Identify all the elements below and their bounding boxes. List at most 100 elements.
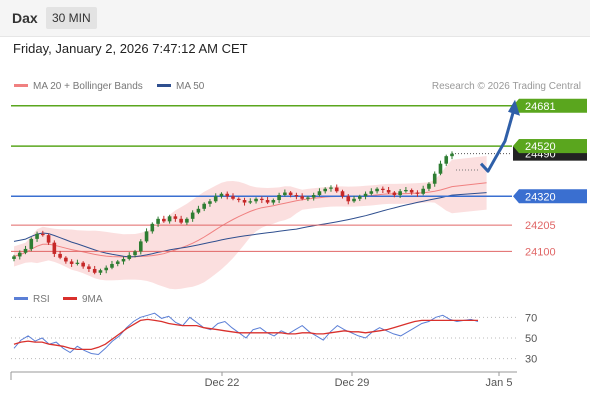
credit-label: Research © 2026 Trading Central [431,81,581,92]
candle-body [277,195,281,201]
candle-body [334,187,339,192]
candle-body [41,233,45,236]
candle-body [81,262,85,267]
level-tag-resistance-1-top [513,139,587,154]
candle-body [432,173,437,184]
candle-body [150,223,155,232]
candle-body [444,156,449,164]
legend-rsi-ma: 9MA [63,294,103,305]
candle-body [260,198,264,201]
candle-body [104,267,109,271]
time-tick-label: Jan 5 [486,377,513,389]
candle-body [17,252,22,257]
candle-body [306,197,310,199]
rsi-ma-line [13,318,478,351]
symbol-label: Dax [12,10,38,26]
candle-body [64,257,68,262]
candle-body [369,191,374,194]
candle-body [127,255,132,259]
candle-body [219,193,224,197]
candle-body [196,208,201,213]
candle-body [52,242,57,254]
candle-body [202,203,206,209]
candle-body [35,233,39,239]
candle-body [421,188,425,194]
ma20-line [13,182,487,258]
scenario-arrow [479,105,517,173]
candle-body [133,251,137,256]
legend-ma20-swatch [14,83,28,87]
candle-body [392,192,397,196]
datetime-label: Friday, January 2, 2026 7:47:12 AM CET [13,41,248,56]
candle-body [283,192,287,196]
level-label-support-2: 24100 [525,246,556,258]
level-label-resistance-1-top: 24520 [525,141,556,153]
candle-body [311,195,316,198]
candle-body [75,262,80,264]
candle-body [144,231,149,242]
candle-body [317,191,322,196]
candle-body [46,235,51,243]
candle-body [409,190,414,193]
candle-body [92,268,97,273]
legend-ma20: MA 20 + Bollinger Bands [14,81,143,92]
candle-body [167,216,172,222]
candle-body [415,192,420,194]
candle-body [110,263,114,268]
time-tick-label: Dec 29 [335,377,370,389]
bollinger-band [14,156,487,290]
candle-body [162,218,166,222]
candle-body [450,153,454,157]
level-tag-pivot [513,189,587,204]
legend-rsi-ma-swatch [63,296,77,300]
candle-body [398,191,402,196]
scenario-arrowhead [508,99,520,116]
legend-ma50-swatch [157,83,171,87]
candle-body [87,266,91,269]
candle-body [58,253,62,258]
rsi-line [13,312,479,356]
candle-body [375,188,379,192]
time-tick-label: Dec 22 [205,377,240,389]
candle-body [357,196,362,199]
candle-body [363,193,368,197]
level-label-pivot: 24320 [525,191,556,203]
candle-body [381,188,385,191]
candle-body [386,190,391,193]
candle-body [12,256,16,259]
legend-rsi-label: RSI [33,294,50,305]
candle-body [427,183,431,189]
level-tag-resistance-2 [513,98,587,113]
candle-body [185,218,189,223]
candle-body [404,190,408,192]
candle-body [271,200,276,203]
legend-ma50-label: MA 50 [176,81,205,92]
interval-button[interactable]: 30 MIN [46,7,97,29]
candle-body [213,196,218,202]
candle-body [438,163,443,174]
candle-body [323,188,328,192]
level-label-support-1: 24205 [525,220,556,232]
candle-body [208,201,212,204]
candle-body [138,241,143,252]
candle-body [288,192,293,196]
candle-body [179,218,183,223]
candle-body [173,216,178,219]
candle-body [242,200,247,203]
candle-body [29,238,34,249]
candles [12,151,454,275]
candle-body [225,193,230,197]
candle-body [231,196,235,199]
candle-body [248,201,253,203]
legend-ma20-label: MA 20 + Bollinger Bands [33,81,143,92]
candle-body [190,212,195,219]
candle-body [121,258,126,262]
candle-body [98,270,103,273]
rsi-tick-label: 50 [525,333,537,345]
legend-rsi: RSI [14,294,50,305]
candle-body [352,198,356,202]
rsi-tick-label: 30 [525,354,537,366]
legend-rsi-ma-label: 9MA [82,294,103,305]
candle-body [236,198,241,201]
